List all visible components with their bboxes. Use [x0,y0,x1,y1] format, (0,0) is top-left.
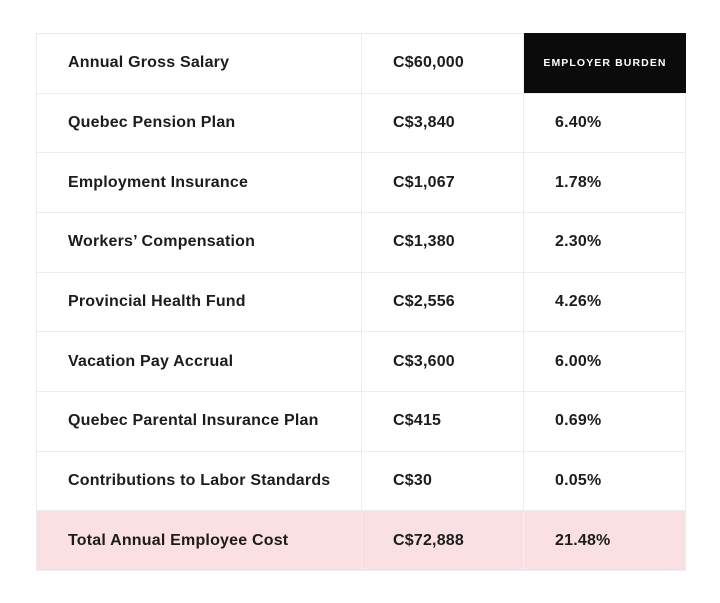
row-label: Employment Insurance [68,173,249,191]
total-amount: C$72,888 [361,511,523,571]
row-amount: C$1,380 [361,213,523,272]
row-amount: C$30 [361,451,523,511]
row-amount: C$415 [361,392,523,451]
table-row: Workers’ Compensation C$1,380 2.30% [37,212,685,272]
row-amount: C$3,600 [361,332,523,392]
row-burden: 4.26% [523,272,685,332]
row-amount: C$2,556 [361,272,523,332]
row-label: Contributions to Labor Standards [68,472,331,490]
row-label: Quebec Pension Plan [68,114,236,131]
row-burden: 1.78% [523,153,685,213]
row-burden: 6.40% [523,93,685,153]
row-burden: 0.69% [523,392,685,451]
table-row: Provincial Health Fund C$2,556 4.26% [37,271,685,332]
total-burden: 21.48% [523,511,685,571]
total-label: Total Annual Employee Cost [37,511,361,571]
employer-burden-header: EMPLOYER BURDEN [523,33,686,93]
row-amount: C$60,000 [361,34,523,93]
row-amount: C$1,067 [361,153,523,213]
employee-cost-table: Annual Gross Salary C$60,000 EMPLOYER BU… [36,33,686,571]
table-row: Employment Insurance C$1,067 1.78% [37,152,685,213]
row-burden: 0.05% [523,451,685,511]
table-row: Quebec Pension Plan C$3,840 6.40% [37,92,685,153]
row-burden: 6.00% [523,332,685,392]
table-row: Vacation Pay Accrual C$3,600 6.00% [37,331,685,392]
row-label: Vacation Pay Accrual [68,352,234,370]
row-label: Workers’ Compensation [68,233,256,251]
row-label: Quebec Parental Insurance Plan [68,412,319,430]
row-label: Provincial Health Fund [68,293,246,311]
row-label: Annual Gross Salary [68,54,230,72]
table-row-total: Total Annual Employee Cost C$72,888 21.4… [37,510,685,571]
table-row: Contributions to Labor Standards C$30 0.… [37,450,685,511]
row-amount: C$3,840 [361,93,523,153]
table-row: Quebec Parental Insurance Plan C$415 0.6… [37,391,685,451]
table-row-header: Annual Gross Salary C$60,000 EMPLOYER BU… [37,33,686,93]
row-burden: 2.30% [523,213,685,272]
